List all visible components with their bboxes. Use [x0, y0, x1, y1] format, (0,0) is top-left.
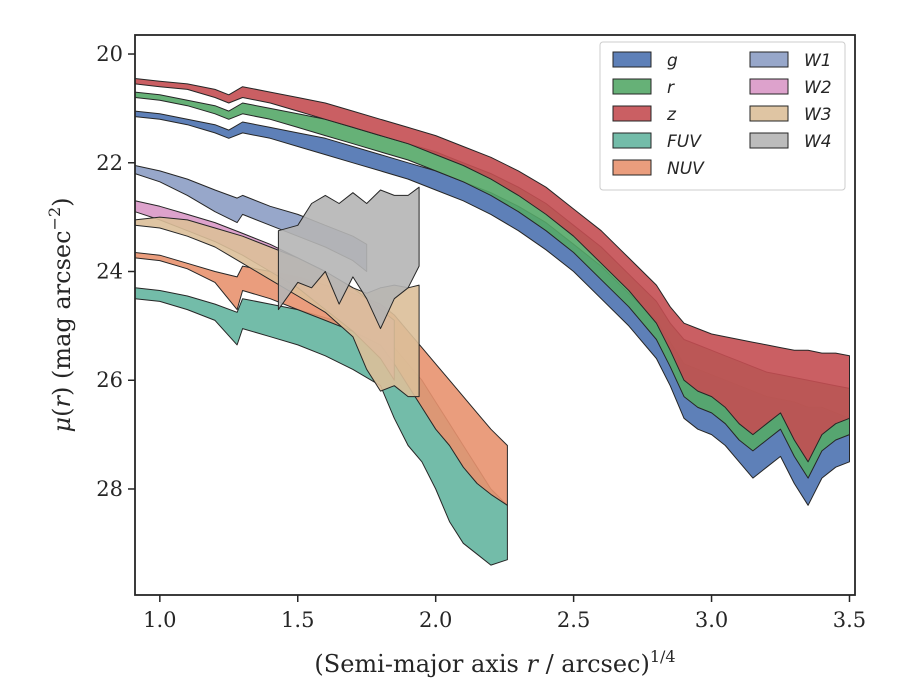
legend-swatch-g: [612, 51, 652, 68]
y-tick-label: 24: [96, 260, 123, 284]
y-tick-label: 20: [96, 42, 123, 66]
y-axis-label: μ(r) (mag arcsec−2): [45, 197, 76, 432]
series-area-fuv: [134, 287, 508, 566]
legend-label-z: z: [666, 105, 677, 125]
plot-frame: [134, 34, 856, 596]
legend-label-w4: W4: [804, 132, 832, 152]
series-area-w4: [277, 186, 420, 330]
x-axis-label: (Semi-major axis r / arcsec)1/4: [314, 647, 675, 678]
x-tick-label: 3.5: [833, 608, 866, 632]
legend-swatch-z: [612, 105, 652, 122]
legend-label-r: r: [667, 78, 675, 98]
legend-label-w2: W2: [804, 78, 832, 98]
legend-label-g: g: [667, 51, 678, 71]
legend-swatch-nuv: [612, 159, 652, 176]
legend-label-nuv: NUV: [667, 159, 705, 179]
series-areas: [134, 78, 850, 566]
x-tick-label: 1.0: [143, 608, 176, 632]
legend-swatch-w2: [749, 78, 789, 95]
y-tick-label: 22: [96, 151, 123, 175]
y-tick-label: 28: [96, 477, 123, 501]
legend-label-fuv: FUV: [667, 132, 702, 152]
axis-ticks: 1.0 1.5 2.0 2.5 3.0 3.5 20 22 24 26 28: [96, 42, 866, 632]
series-area-z: [134, 78, 850, 463]
series-area-w3: [134, 216, 420, 398]
x-tick-label: 2.5: [557, 608, 590, 632]
x-tick-label: 2.0: [419, 608, 452, 632]
legend-swatch-r: [612, 78, 652, 95]
legend-swatch-fuv: [612, 132, 652, 149]
x-tick-label: 3.0: [695, 608, 728, 632]
legend: grz FUV NUV W1 W2 W3 W4: [599, 41, 846, 191]
y-tick-label: 26: [96, 368, 123, 392]
legend-swatch-w4: [749, 132, 789, 149]
legend-swatch-w1: [749, 51, 789, 68]
series-area-g: [134, 110, 850, 506]
legend-swatch-w3: [749, 105, 789, 122]
legend-label-w3: W3: [804, 105, 832, 125]
legend-label-w1: W1: [804, 51, 832, 71]
x-tick-label: 1.5: [281, 608, 314, 632]
